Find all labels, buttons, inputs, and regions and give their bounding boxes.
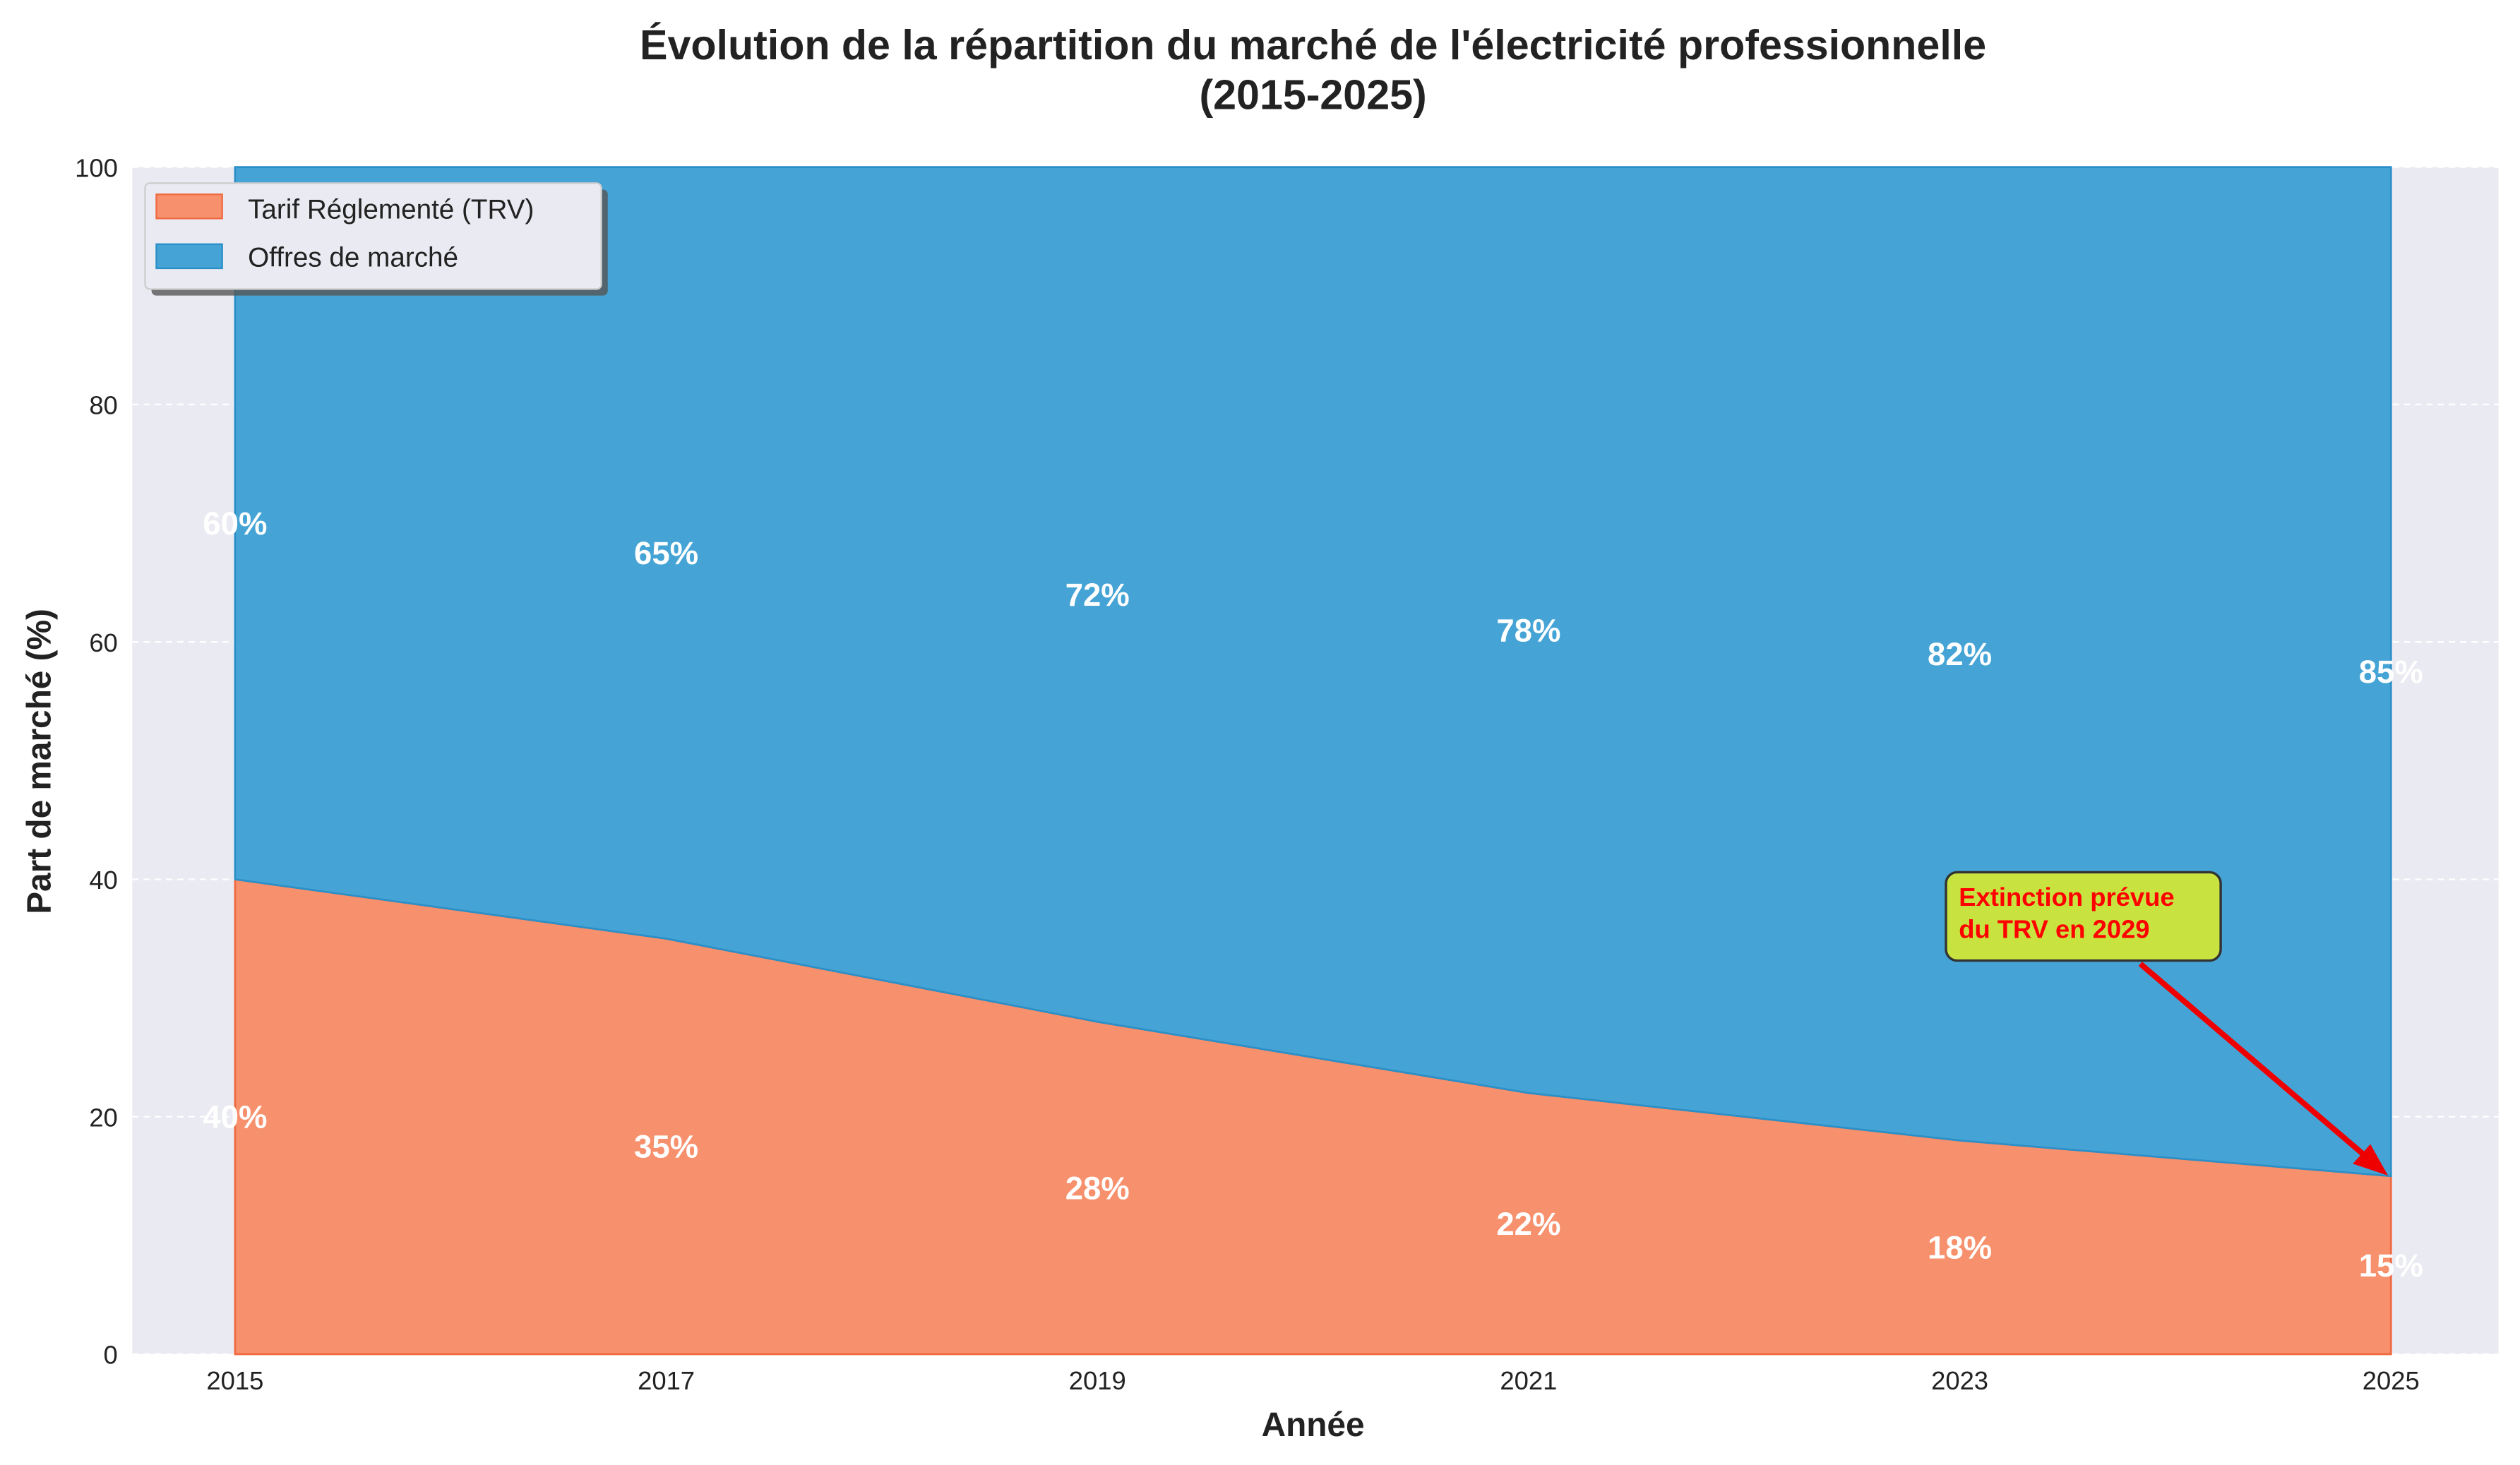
annotation-line-2: du TRV en 2029	[1959, 915, 2149, 944]
y-tick-label: 40	[89, 866, 117, 895]
y-tick-label: 20	[89, 1103, 117, 1132]
areas	[234, 166, 2392, 1356]
annotation-arrowhead	[2353, 1144, 2389, 1176]
legend-swatch-trv	[155, 193, 223, 220]
data-label-trv: 40%	[203, 1099, 267, 1135]
data-label-market: 72%	[1065, 577, 1130, 613]
chart-title: Évolution de la répartition du marché de…	[640, 21, 1986, 68]
axis-ticks: 0 20 40 60 80 100 2015 2017 2019 2021 2023 2025	[75, 153, 2420, 1395]
y-tick-label: 60	[89, 628, 117, 657]
data-label-market: 65%	[634, 535, 698, 571]
legend-box	[144, 182, 602, 290]
legend: Tarif Réglementé (TRV) Offres de marché	[144, 182, 608, 296]
annotation: Extinction prévue du TRV en 2029	[1945, 871, 2389, 1176]
y-tick-label: 80	[89, 391, 117, 420]
data-label-market: 85%	[2359, 654, 2423, 690]
annotation-line-1: Extinction prévue	[1959, 883, 2174, 911]
y-tick-label: 0	[104, 1341, 118, 1370]
area-market	[234, 166, 2392, 1178]
data-label-market: 60%	[203, 506, 267, 542]
legend-label-trv: Tarif Réglementé (TRV)	[248, 194, 534, 225]
data-label-trv: 35%	[634, 1129, 698, 1165]
data-label-trv: 28%	[1065, 1171, 1130, 1207]
legend-swatch-market	[155, 243, 223, 270]
data-label-trv: 18%	[1928, 1230, 1992, 1266]
x-tick-label: 2017	[638, 1366, 695, 1395]
x-tick-label: 2015	[206, 1366, 263, 1395]
x-tick-label: 2023	[1931, 1366, 1988, 1395]
data-label-trv: 22%	[1496, 1206, 1560, 1242]
annotation-box	[1945, 871, 2222, 962]
y-axis-label: Part de marché (%)	[20, 609, 58, 914]
data-label-market: 78%	[1496, 612, 1560, 648]
legend-label-market: Offres de marché	[248, 243, 458, 273]
x-tick-label: 2025	[2363, 1366, 2420, 1395]
y-tick-label: 100	[75, 153, 118, 182]
data-labels: 40% 35% 28% 22% 18% 15% 60% 65% 72% 78% 82% 85%	[203, 506, 2423, 1284]
x-tick-label: 2019	[1069, 1366, 1126, 1395]
data-label-market: 82%	[1928, 636, 1992, 672]
x-axis-label: Année	[1262, 1406, 1365, 1444]
x-tick-label: 2021	[1500, 1366, 1557, 1395]
chart-subtitle: (2015-2025)	[1199, 71, 1426, 119]
annotation-arrow	[2138, 962, 2374, 1164]
data-label-trv: 15%	[2359, 1248, 2423, 1284]
